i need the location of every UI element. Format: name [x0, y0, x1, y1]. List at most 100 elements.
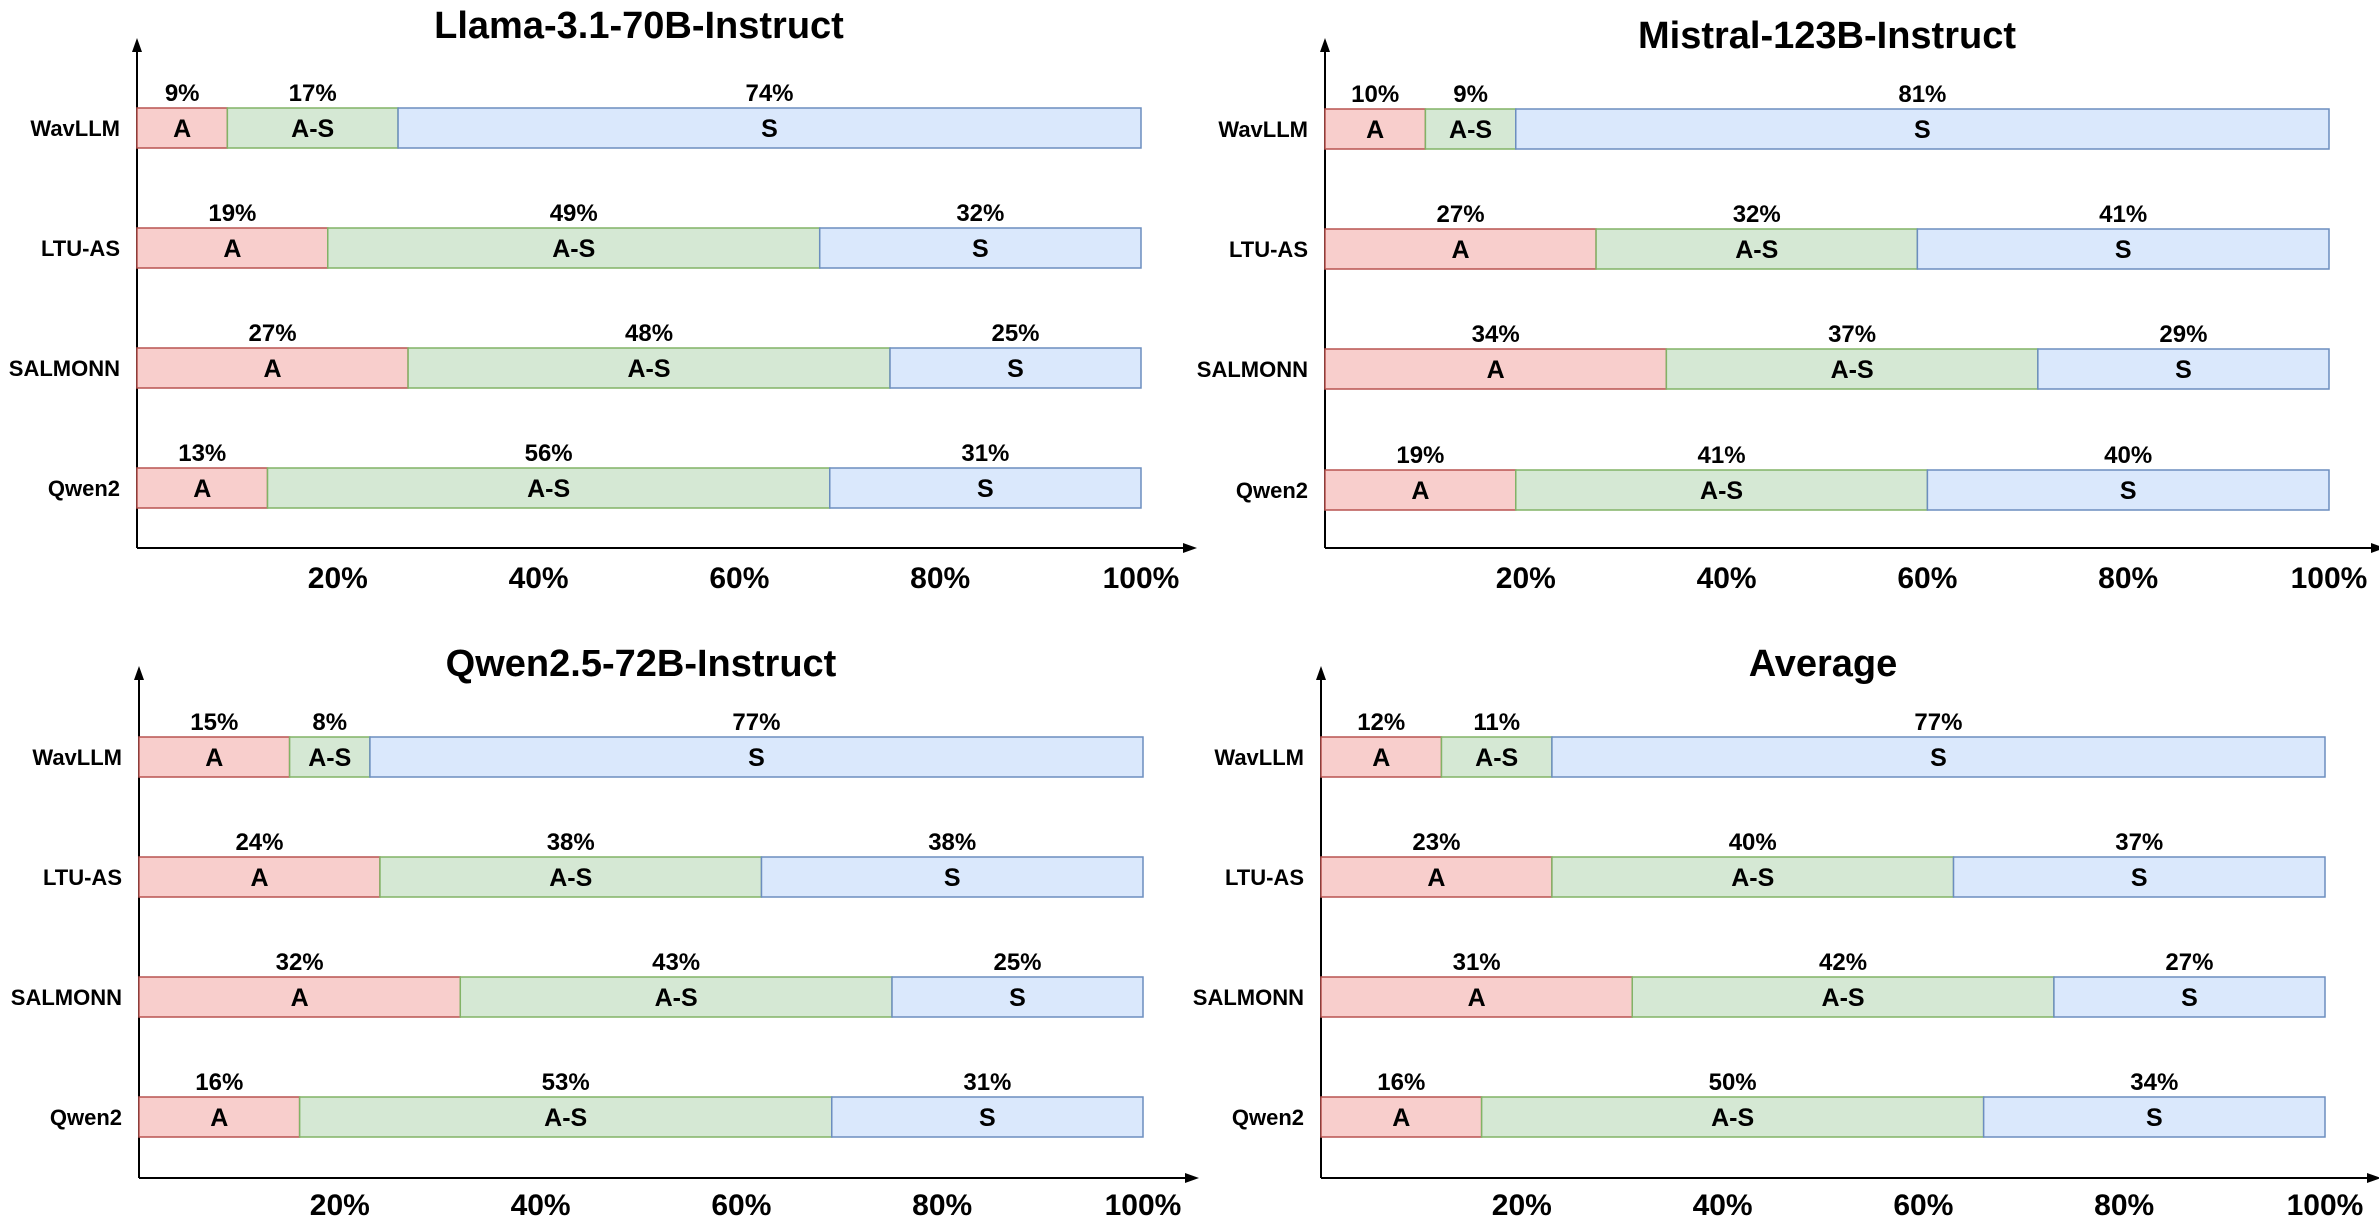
segment-label: A [193, 475, 211, 503]
bar-segment-a-s [266, 467, 831, 509]
x-tick-label: 60% [711, 1189, 771, 1222]
data-label: 77% [1914, 709, 1962, 736]
x-tick-label: 80% [2094, 1189, 2154, 1222]
category-label-wavllm: WavLLM [32, 745, 122, 770]
segment-label: A-S [549, 864, 592, 892]
data-label: 23% [1412, 829, 1460, 856]
data-label: 19% [1396, 442, 1444, 469]
segment-label: A-S [308, 744, 351, 772]
segment-label: S [2146, 1104, 2163, 1132]
x-tick-label: 40% [1697, 562, 1757, 595]
data-label: 41% [2099, 201, 2147, 228]
data-label: 49% [550, 200, 598, 227]
data-label: 43% [652, 949, 700, 976]
bar-segment-s [397, 107, 1142, 149]
data-label: 53% [542, 1069, 590, 1096]
x-axis-arrowhead [1183, 543, 1197, 553]
segment-label: A [1468, 984, 1486, 1012]
bar-segment-s [1952, 856, 2326, 898]
segment-label: S [1914, 116, 1931, 144]
bar-segment-s [1515, 108, 2330, 150]
y-axis-arrowhead [132, 38, 142, 52]
data-label: 12% [1357, 709, 1405, 736]
segment-label: A-S [655, 984, 698, 1012]
data-label: 31% [1453, 949, 1501, 976]
data-label: 41% [1698, 442, 1746, 469]
segment-label: A-S [1831, 356, 1874, 384]
data-label: 27% [2165, 949, 2213, 976]
segment-label: A-S [628, 355, 671, 383]
data-label: 13% [178, 440, 226, 467]
bar-segment-a [136, 227, 329, 269]
segment-label: S [761, 115, 778, 143]
data-label: 32% [956, 200, 1004, 227]
bar-segment-s [2053, 976, 2326, 1018]
chart-title: Mistral-123B-Instruct [1638, 15, 2016, 57]
data-label: 24% [235, 829, 283, 856]
bar-segment-s [1916, 228, 2330, 270]
data-label: 74% [745, 80, 793, 107]
data-label: 15% [190, 709, 238, 736]
segment-label: A [264, 355, 282, 383]
data-label: 25% [991, 320, 1039, 347]
data-label: 9% [165, 80, 200, 107]
x-axis-arrowhead [2371, 543, 2379, 553]
bar-segment-s [1982, 1096, 2326, 1138]
x-tick-label: 40% [511, 1189, 571, 1222]
segment-label: A [1392, 1104, 1410, 1132]
bar-segment-a-s [407, 347, 891, 389]
segment-label: A [210, 1104, 228, 1132]
data-label: 19% [208, 200, 256, 227]
bar-segment-a-s [1440, 736, 1553, 778]
segment-label: S [1007, 355, 1024, 383]
bar-segment-s [760, 856, 1144, 898]
data-label: 31% [961, 440, 1009, 467]
data-label: 11% [1473, 709, 1520, 736]
data-label: 40% [1729, 829, 1777, 856]
x-tick-label: 80% [912, 1189, 972, 1222]
category-label-salmonn: SALMONN [1193, 985, 1304, 1010]
category-label-wavllm: WavLLM [1214, 745, 1304, 770]
category-label-ltu-as: LTU-AS [1229, 237, 1308, 262]
bar-segment-a [1324, 108, 1427, 150]
data-label: 27% [1437, 201, 1485, 228]
data-label: 37% [1828, 321, 1876, 348]
chart-panel-llama: Llama-3.1-70B-Instruct 20% 40% 60% 80% 100% Wa… [9, 5, 1197, 595]
x-tick-label: 80% [910, 562, 970, 595]
data-label: 77% [732, 709, 780, 736]
data-label: 17% [289, 80, 337, 107]
segment-label: A-S [1449, 116, 1492, 144]
segment-label: A [1366, 116, 1384, 144]
segment-label: A-S [1711, 1104, 1754, 1132]
segment-label: A [1427, 864, 1445, 892]
data-label: 32% [276, 949, 324, 976]
segment-label: S [2131, 864, 2148, 892]
x-tick-label: 60% [1897, 562, 1957, 595]
segment-label: A-S [527, 475, 570, 503]
category-label-wavllm: WavLLM [30, 116, 120, 141]
segment-label: S [979, 1104, 996, 1132]
chart-panel-qwen: Qwen2.5-72B-Instruct 20% 40% 60% 80% 100% WavL… [11, 643, 1199, 1222]
segment-label: S [2181, 984, 2198, 1012]
data-label: 16% [1377, 1069, 1425, 1096]
segment-label: A-S [291, 115, 334, 143]
segment-label: A-S [1731, 864, 1774, 892]
data-label: 10% [1351, 81, 1399, 108]
bar-segment-a-s [288, 736, 371, 778]
segment-label: A-S [544, 1104, 587, 1132]
bar-segment-a [138, 856, 381, 898]
x-tick-label: 100% [1105, 1189, 1182, 1222]
bar-segment-s [818, 227, 1142, 269]
segment-label: S [1930, 744, 1947, 772]
bar-segment-a [1320, 1096, 1483, 1138]
segment-label: A [1452, 236, 1470, 264]
x-tick-label: 100% [2291, 562, 2368, 595]
bar-segment-a [1324, 348, 1668, 390]
segment-label: S [977, 475, 994, 503]
data-label: 29% [2159, 321, 2207, 348]
x-tick-label: 60% [1893, 1189, 1953, 1222]
bar-segment-s [831, 1096, 1144, 1138]
category-label-qwen2: Qwen2 [1236, 478, 1308, 503]
bar-segment-a-s [1424, 108, 1517, 150]
data-label: 56% [525, 440, 573, 467]
